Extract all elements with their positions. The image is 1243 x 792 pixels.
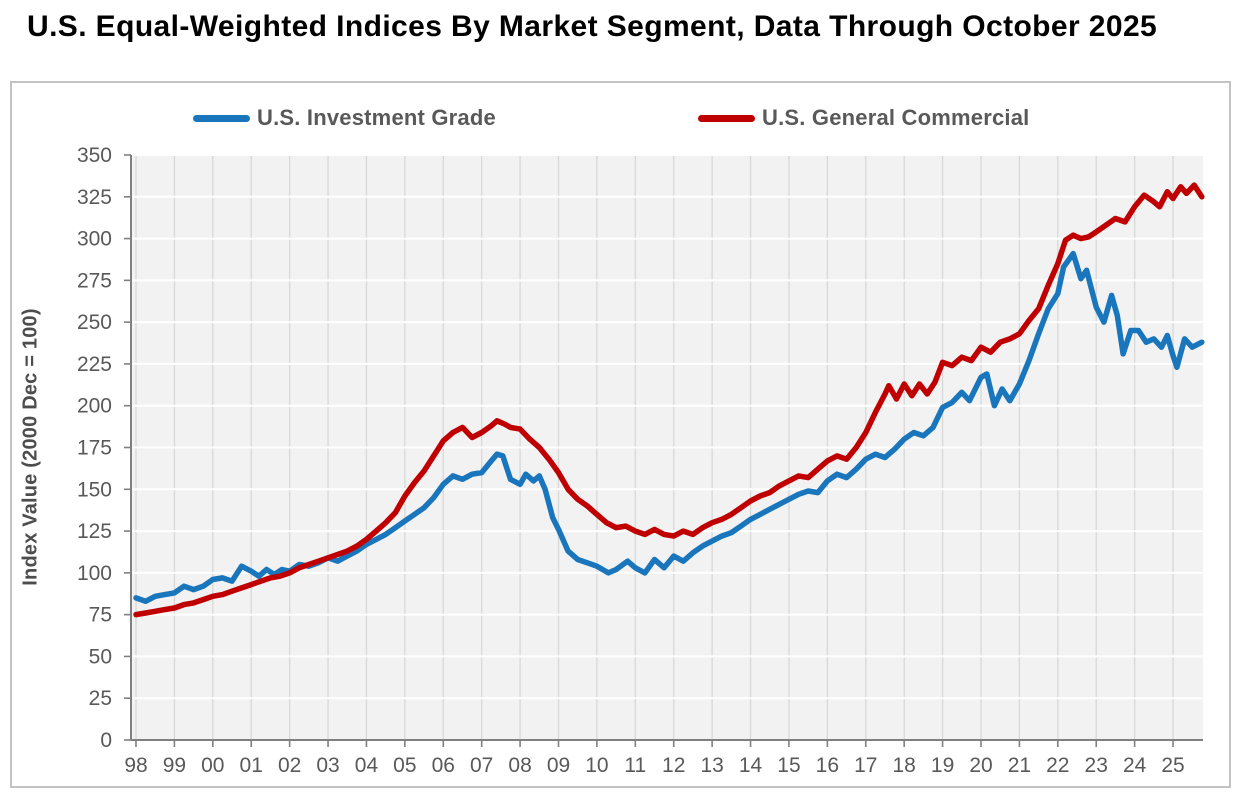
x-tick-label: 22: [1046, 754, 1069, 777]
y-tick-label: 250: [77, 311, 112, 334]
x-tick-label: 20: [969, 754, 992, 777]
y-tick-label: 225: [77, 353, 112, 376]
x-tick-label: 09: [547, 754, 570, 777]
x-tick-label: 25: [1161, 754, 1184, 777]
x-tick-label: 17: [854, 754, 877, 777]
x-tick-label: 02: [278, 754, 301, 777]
y-tick-label: 175: [77, 437, 112, 460]
x-tick-label: 98: [124, 754, 147, 777]
y-tick-label: 300: [77, 228, 112, 251]
series-line-u-s-general-commercial: [133, 182, 1205, 618]
x-tick-label: 05: [393, 754, 416, 777]
y-axis-title: Index Value (2000 Dec = 100): [19, 308, 42, 586]
y-tick-label: 100: [77, 562, 112, 585]
x-tick-label: 99: [163, 754, 186, 777]
x-tick-label: 07: [470, 754, 493, 777]
x-tick-label: 13: [700, 754, 723, 777]
legend-item-investment-grade: U.S. Investment Grade: [193, 104, 496, 132]
x-tick-label: 18: [892, 754, 915, 777]
legend-swatch-red-line: [698, 114, 755, 122]
x-tick-label: 21: [1008, 754, 1031, 777]
y-tick-label: 125: [77, 520, 112, 543]
y-tick-label: 50: [89, 645, 112, 668]
legend-label: U.S. General Commercial: [762, 105, 1030, 130]
y-tick-label: 350: [77, 144, 112, 167]
y-tick-label: 200: [77, 395, 112, 418]
x-tick-label: 00: [201, 754, 224, 777]
x-tick-label: 14: [739, 754, 763, 777]
x-tick-label: 06: [432, 754, 455, 777]
y-tick-label: 325: [77, 186, 112, 209]
y-tick-label: 0: [100, 729, 112, 752]
page-title: U.S. Equal-Weighted Indices By Market Se…: [27, 10, 1158, 43]
y-tick-label: 25: [89, 687, 112, 710]
legend-swatch-blue-line: [193, 114, 250, 122]
x-tick-label: 19: [931, 754, 954, 777]
legend-label: U.S. Investment Grade: [257, 105, 496, 130]
y-tick-label: 150: [77, 478, 112, 501]
x-tick-label: 04: [355, 754, 379, 777]
x-tick-label: 16: [816, 754, 839, 777]
x-tick-label: 03: [316, 754, 339, 777]
y-tick-label: 275: [77, 269, 112, 292]
x-tick-label: 10: [585, 754, 608, 777]
x-tick-label: 24: [1123, 754, 1147, 777]
x-tick-label: 15: [777, 754, 800, 777]
x-tick-label: 08: [508, 754, 531, 777]
x-tick-label: 11: [624, 754, 646, 777]
legend-item-general-commercial: U.S. General Commercial: [698, 104, 1029, 132]
x-tick-label: 01: [240, 754, 263, 777]
x-tick-label: 23: [1085, 754, 1108, 777]
x-tick-label: 12: [662, 754, 685, 777]
y-tick-label: 75: [89, 604, 112, 627]
